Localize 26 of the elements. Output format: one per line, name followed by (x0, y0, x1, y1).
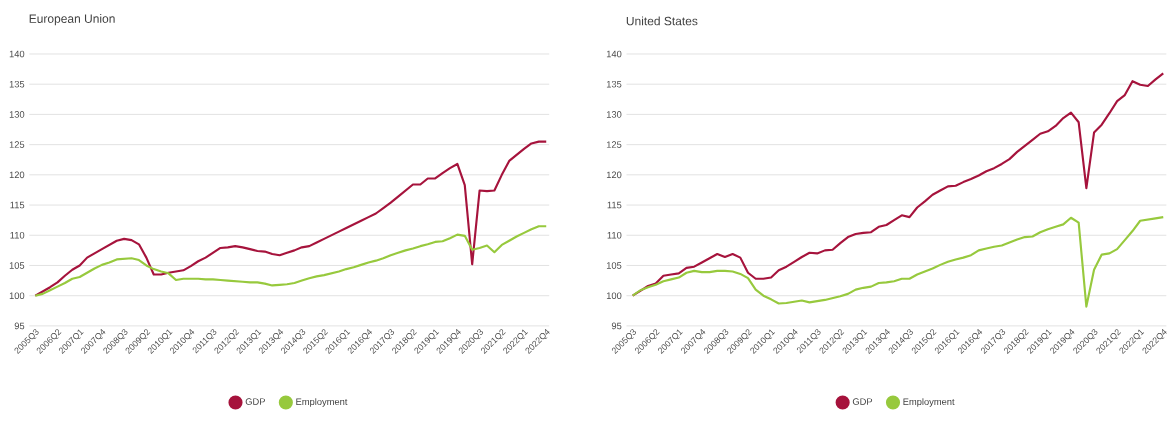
y-tick-label: 120 (606, 171, 622, 179)
y-tick-label: 130 (606, 111, 622, 118)
y-tick-label: 135 (606, 80, 622, 88)
y-tick-label: 110 (10, 231, 25, 239)
y-tick-label: 100 (606, 292, 622, 299)
y-tick-label: 95 (14, 322, 25, 330)
y-tick-label: 110 (607, 231, 622, 239)
y-tick-label: 140 (9, 50, 25, 58)
y-tick-label: 125 (9, 141, 25, 148)
y-tick-label: 140 (606, 50, 622, 58)
y-tick-label: 125 (606, 141, 622, 148)
y-tick-label: 135 (9, 80, 25, 88)
legend-label: GDP (245, 398, 265, 405)
legend-label: Employment (296, 398, 348, 407)
chart-title: United States (626, 16, 698, 26)
chart-title: European Union (29, 14, 115, 26)
y-tick-label: 105 (9, 262, 25, 269)
y-tick-label: 115 (607, 201, 622, 209)
y-tick-label: 120 (9, 171, 25, 179)
y-tick-label: 105 (606, 262, 622, 269)
legend-label: GDP (852, 398, 873, 405)
y-tick-label: 115 (10, 201, 25, 209)
legend-label: Employment (903, 398, 955, 407)
y-tick-label: 130 (9, 111, 25, 118)
y-tick-label: 100 (9, 292, 25, 299)
y-tick-label: 95 (611, 322, 622, 330)
